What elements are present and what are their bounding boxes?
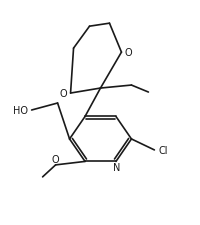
Text: HO: HO — [13, 106, 28, 115]
Text: N: N — [113, 163, 120, 173]
Text: O: O — [124, 48, 131, 58]
Text: O: O — [60, 89, 67, 99]
Text: O: O — [52, 154, 59, 164]
Text: Cl: Cl — [158, 145, 167, 155]
